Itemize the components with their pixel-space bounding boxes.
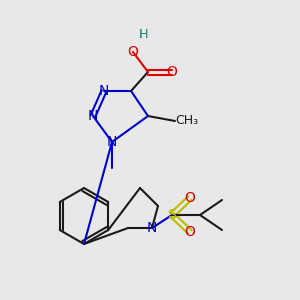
Text: O: O: [184, 191, 195, 205]
Text: N: N: [88, 109, 98, 123]
Text: O: O: [128, 45, 138, 59]
Text: N: N: [99, 84, 109, 98]
Text: S: S: [168, 208, 176, 222]
Text: O: O: [167, 65, 177, 79]
Text: N: N: [147, 221, 157, 235]
Text: N: N: [107, 135, 117, 149]
Text: CH₃: CH₃: [175, 115, 198, 128]
Text: H: H: [138, 28, 148, 40]
Text: H: H: [138, 28, 148, 40]
Text: O: O: [184, 225, 195, 239]
